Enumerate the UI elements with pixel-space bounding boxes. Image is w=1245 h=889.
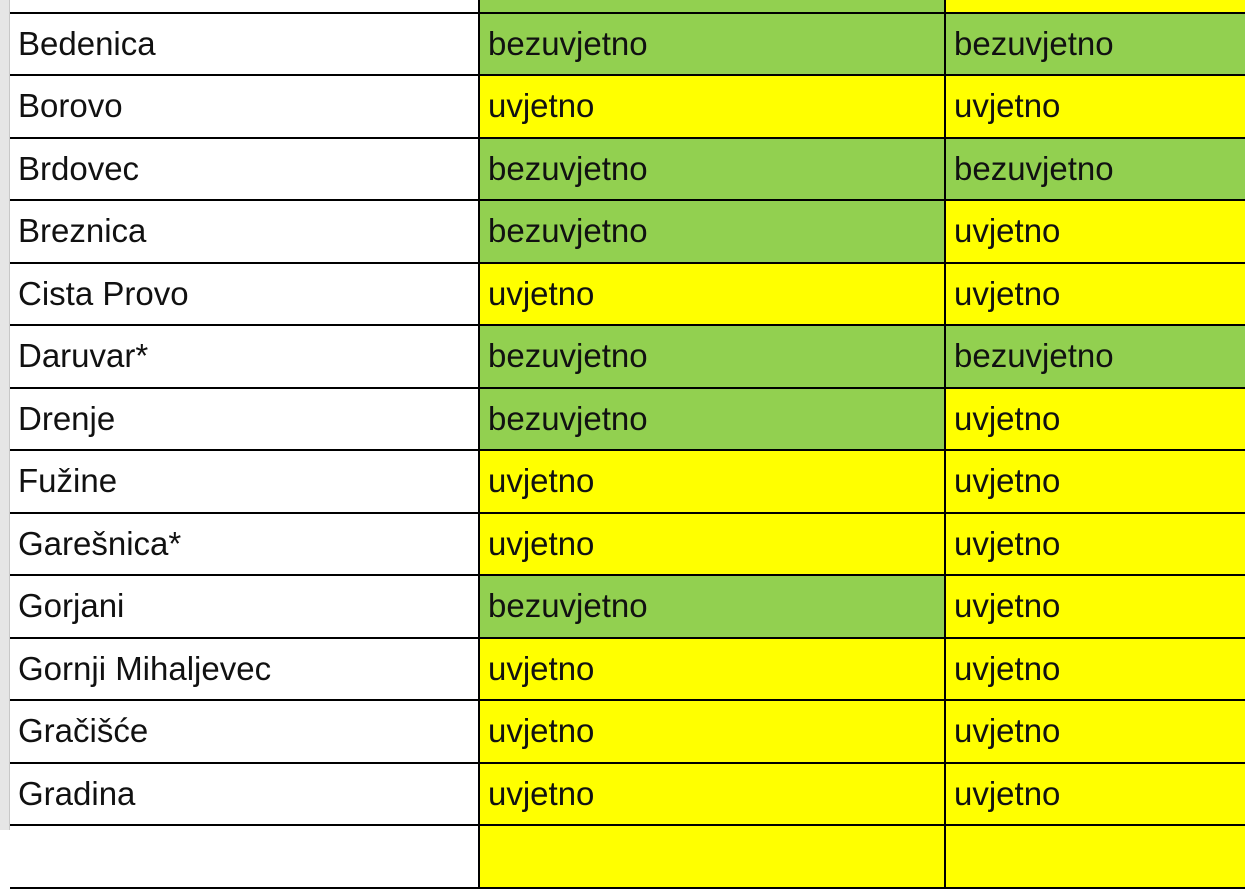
name-cell[interactable]: Bedenica: [10, 13, 478, 74]
table-row: Gradina uvjetno uvjetno: [10, 763, 1245, 826]
name-cell[interactable]: Gornji Mihaljevec: [10, 638, 478, 699]
status-cell-1[interactable]: uvjetno: [478, 513, 944, 574]
table-row: Brdovec bezuvjetno bezuvjetno: [10, 138, 1245, 201]
status-cell-1[interactable]: uvjetno: [478, 638, 944, 699]
status-cell-2[interactable]: uvjetno: [944, 76, 1245, 137]
status-cell-2[interactable]: uvjetno: [944, 513, 1245, 574]
name-cell[interactable]: Brdovec: [10, 138, 478, 199]
status-cell-1[interactable]: bezuvjetno: [478, 388, 944, 449]
table-row: Garešnica* uvjetno uvjetno: [10, 513, 1245, 576]
row-header-gutter: [0, 0, 10, 830]
partial-row: [10, 0, 1245, 14]
name-cell[interactable]: Gračišće: [10, 701, 478, 762]
status-cell-1[interactable]: bezuvjetno: [478, 201, 944, 262]
status-cell-2[interactable]: bezuvjetno: [944, 138, 1245, 199]
status-cell-1[interactable]: [478, 0, 944, 12]
status-cell-2[interactable]: uvjetno: [944, 451, 1245, 512]
table-row: Borovo uvjetno uvjetno: [10, 76, 1245, 139]
status-cell-1[interactable]: uvjetno: [478, 701, 944, 762]
status-cell-2[interactable]: [944, 0, 1245, 12]
name-cell[interactable]: Cista Provo: [10, 263, 478, 324]
status-cell-1[interactable]: uvjetno: [478, 763, 944, 824]
table-row: Gračišće uvjetno uvjetno: [10, 701, 1245, 764]
name-cell[interactable]: [10, 0, 478, 12]
status-cell-1[interactable]: bezuvjetno: [478, 13, 944, 74]
table-row: Breznica bezuvjetno uvjetno: [10, 201, 1245, 264]
name-cell[interactable]: Garešnica*: [10, 513, 478, 574]
table-row: Fužine uvjetno uvjetno: [10, 451, 1245, 514]
table-row: Gornji Mihaljevec uvjetno uvjetno: [10, 638, 1245, 701]
name-cell[interactable]: Drenje: [10, 388, 478, 449]
name-cell[interactable]: Daruvar*: [10, 326, 478, 387]
table-row: Drenje bezuvjetno uvjetno: [10, 388, 1245, 451]
status-cell-2[interactable]: uvjetno: [944, 701, 1245, 762]
name-cell[interactable]: Breznica: [10, 201, 478, 262]
status-cell-1[interactable]: uvjetno: [478, 76, 944, 137]
table-row: Cista Provo uvjetno uvjetno: [10, 263, 1245, 326]
status-cell-2[interactable]: uvjetno: [944, 263, 1245, 324]
status-cell-1[interactable]: [478, 826, 944, 887]
status-cell-1[interactable]: bezuvjetno: [478, 138, 944, 199]
status-cell-2[interactable]: uvjetno: [944, 638, 1245, 699]
name-cell[interactable]: Gradina: [10, 763, 478, 824]
table-row: Daruvar* bezuvjetno bezuvjetno: [10, 326, 1245, 389]
status-cell-2[interactable]: uvjetno: [944, 763, 1245, 824]
status-cell-1[interactable]: uvjetno: [478, 451, 944, 512]
name-cell[interactable]: [10, 826, 478, 887]
status-cell-2[interactable]: uvjetno: [944, 201, 1245, 262]
status-cell-2[interactable]: bezuvjetno: [944, 326, 1245, 387]
status-cell-1[interactable]: bezuvjetno: [478, 326, 944, 387]
name-cell[interactable]: Gorjani: [10, 576, 478, 637]
spreadsheet-grid: Bedenica bezuvjetno bezuvjetno Borovo uvjetn…: [10, 0, 1245, 889]
table-row: Bedenica bezuvjetno bezuvjetno: [10, 13, 1245, 76]
status-cell-2[interactable]: uvjetno: [944, 388, 1245, 449]
status-cell-2[interactable]: uvjetno: [944, 576, 1245, 637]
name-cell[interactable]: Fužine: [10, 451, 478, 512]
name-cell[interactable]: Borovo: [10, 76, 478, 137]
status-cell-2[interactable]: bezuvjetno: [944, 13, 1245, 74]
table-row: Gorjani bezuvjetno uvjetno: [10, 576, 1245, 639]
partial-row: [10, 826, 1245, 889]
status-cell-1[interactable]: bezuvjetno: [478, 576, 944, 637]
status-cell-2[interactable]: [944, 826, 1245, 887]
status-cell-1[interactable]: uvjetno: [478, 263, 944, 324]
